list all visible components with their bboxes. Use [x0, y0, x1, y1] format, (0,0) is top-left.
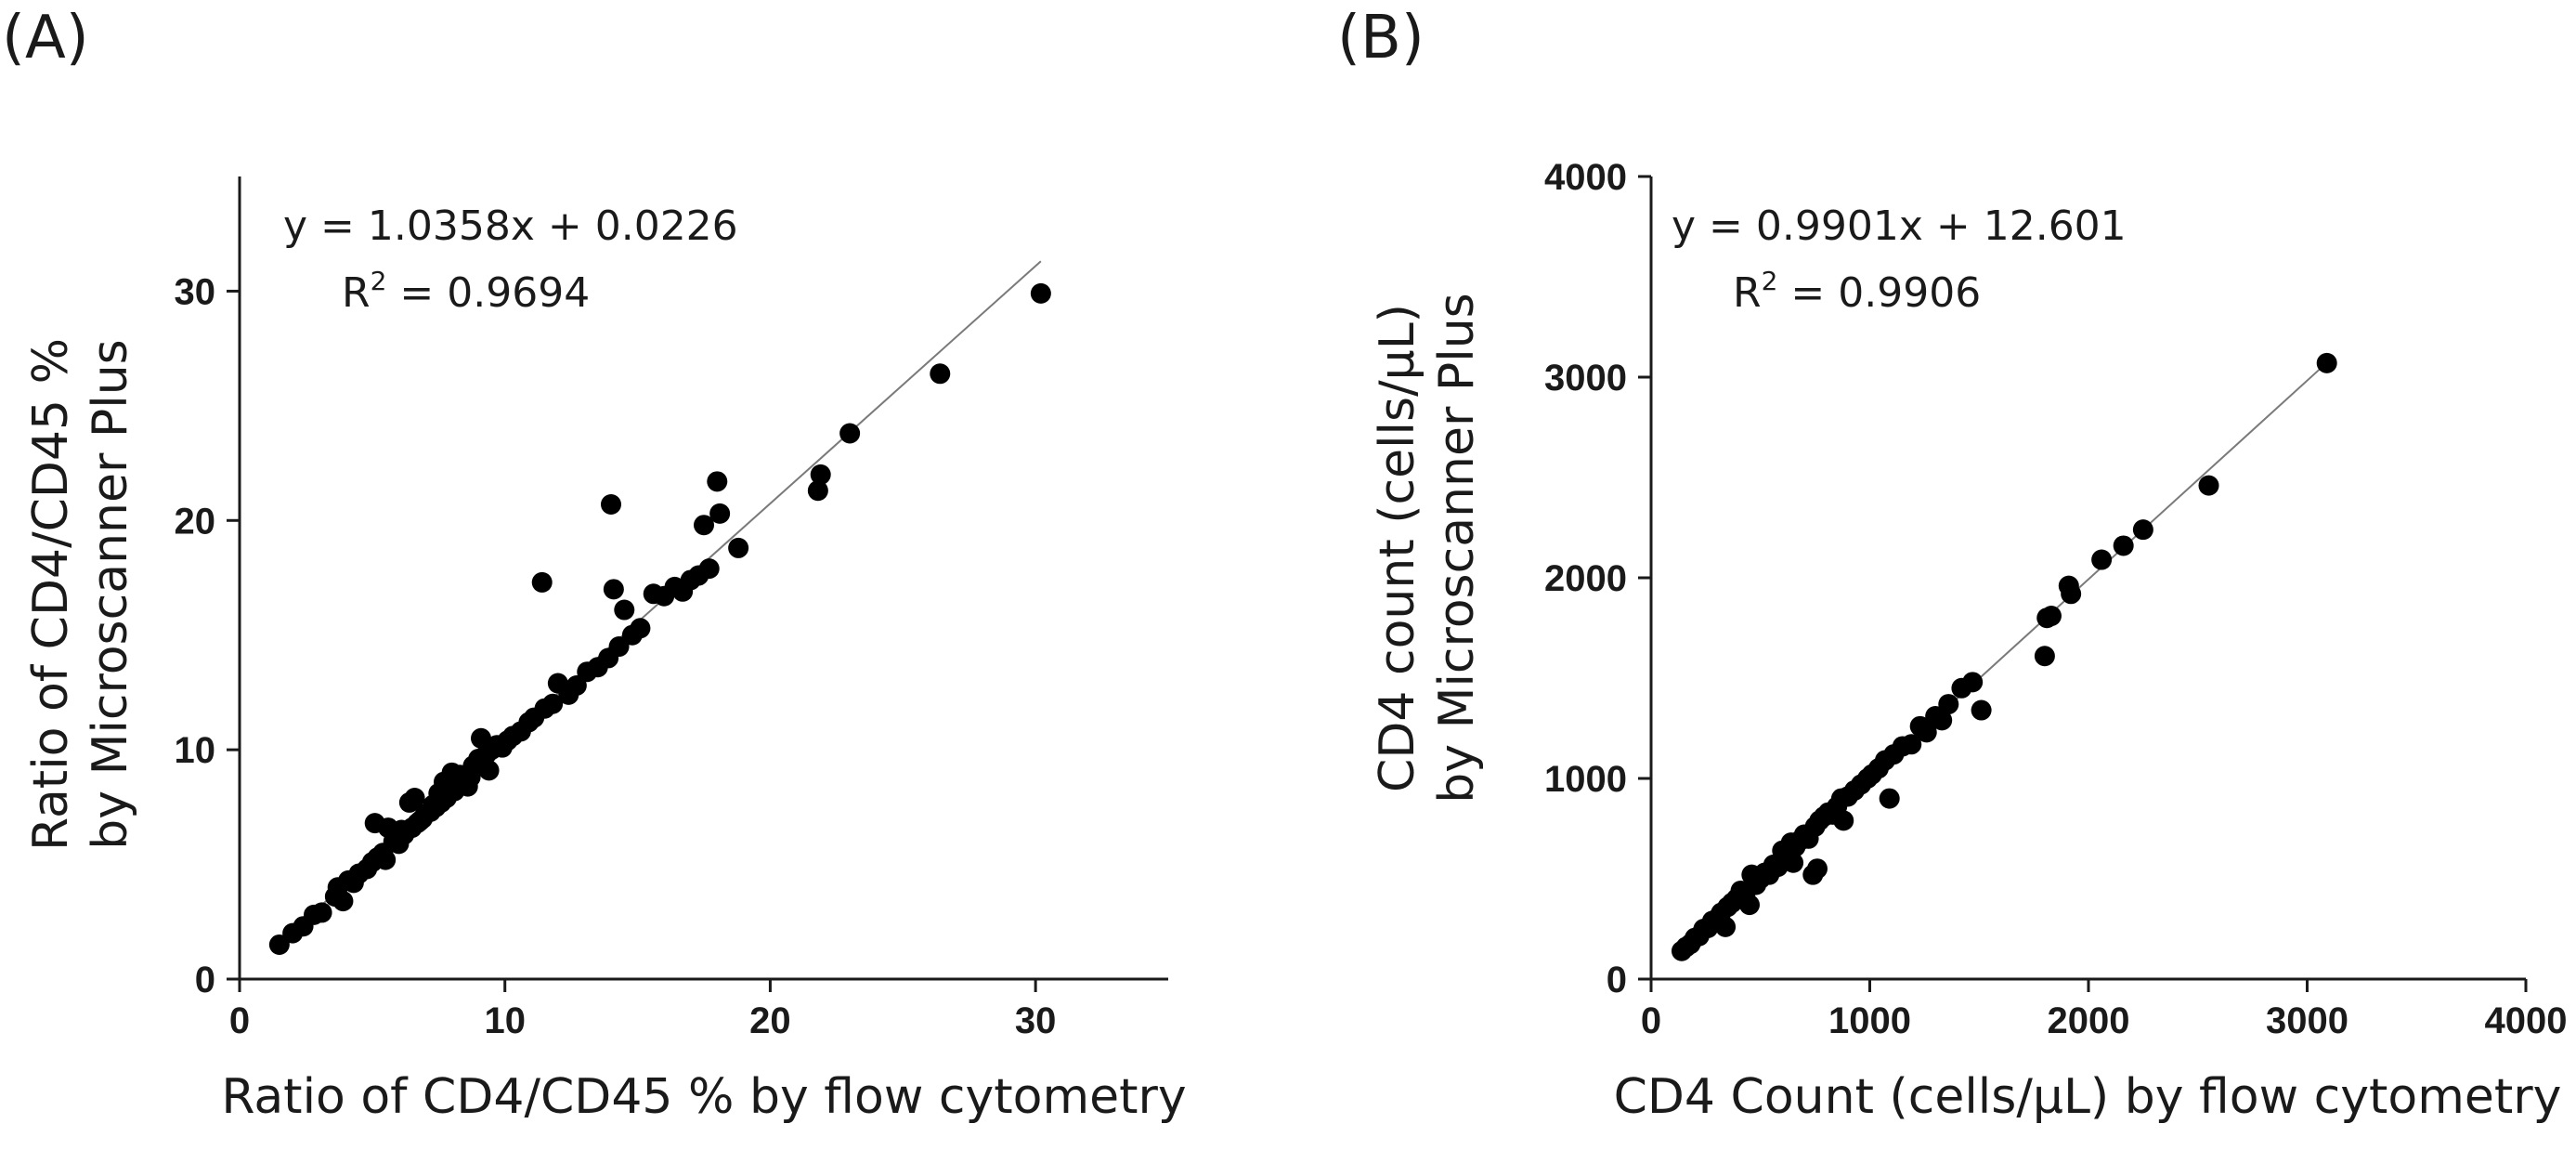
panel-a-r2: R2 = 0.9694: [342, 266, 590, 317]
panel-b-points: [1671, 352, 2337, 961]
panel-b-x-tick-label: 1000: [1828, 1000, 1911, 1041]
panel-b-data-point: [2113, 535, 2134, 556]
panel-b-data-point: [2040, 606, 2062, 627]
panel-a-ylabel-line1: Ratio of CD4/CD45 %: [23, 338, 79, 851]
panel-a-x-tick-label: 20: [749, 1000, 791, 1041]
panel-a-x-tick-label: 30: [1015, 1000, 1057, 1041]
panel-a-data-point: [694, 515, 714, 536]
panel-b-y-tick-label: 2000: [1544, 558, 1627, 599]
panel-b-r2: R2 = 0.9906: [1733, 266, 1981, 317]
panel-b-data-point: [2132, 519, 2153, 541]
panel-a-data-point: [566, 675, 587, 697]
panel-a-data-point: [709, 503, 731, 524]
panel-b-data-point: [1901, 734, 1922, 755]
panel-a-x-tick-label: 0: [229, 1000, 250, 1041]
panel-b-data-point: [1962, 672, 1984, 693]
panel-b-label: (B): [1337, 4, 1425, 72]
panel-a-data-point: [707, 471, 728, 492]
panel-b-data-point: [1715, 916, 1737, 937]
panel-b-y-tick-label: 4000: [1544, 157, 1627, 198]
panel-b-y-tick-label: 1000: [1544, 759, 1627, 800]
panel-b-data-point: [2034, 646, 2055, 667]
panel-a-r2-value: = 0.9694: [386, 269, 590, 317]
panel-a-data-point: [531, 571, 553, 593]
panel-a-data-point: [478, 760, 500, 781]
panel-b-x-tick-label: 3000: [2266, 1000, 2348, 1041]
panel-b-r2-prefix: R: [1733, 269, 1762, 317]
panel-b-ticks: [1638, 175, 2528, 992]
panel-b-r2-value: = 0.9906: [1777, 269, 1981, 317]
panel-b-data-point: [2198, 475, 2219, 496]
panel-b-data-point: [1738, 895, 1760, 916]
panel-a-x-tick-label: 10: [484, 1000, 526, 1041]
panel-a-data-point: [601, 494, 621, 516]
panel-a-data-point: [603, 579, 624, 600]
panel-a-label: (A): [2, 4, 89, 72]
panel-a-data-point: [930, 363, 951, 385]
panel-a-y-tick-label: 30: [175, 271, 216, 312]
panel-a-data-point: [268, 934, 290, 955]
panel-a-data-point: [608, 636, 630, 658]
panel-b-data-point: [2061, 583, 2082, 605]
panel-a-data-point: [375, 849, 397, 870]
panel-a-r2-prefix: R: [342, 269, 371, 317]
panel-a-points: [268, 282, 1051, 955]
panel-a-data-point: [332, 891, 354, 912]
panel-a-data-point: [1030, 282, 1051, 304]
panel-a-r2-sup: 2: [371, 266, 387, 296]
panel-a-data-point: [404, 787, 425, 808]
panel-b-data-point: [1971, 699, 1992, 721]
panel-a-y-tick-label: 0: [195, 960, 215, 1000]
panel-b-data-point: [2316, 352, 2337, 373]
panel-b-ylabel-line2: by Microscanner Plus: [1429, 293, 1485, 803]
panel-b-r2-sup: 2: [1762, 266, 1778, 296]
panel-a-data-point: [728, 537, 749, 558]
panel-a-y-tick-label: 10: [175, 730, 216, 771]
panel-b-data-point: [1938, 694, 1959, 715]
panel-b-data-point: [2091, 549, 2113, 570]
panel-a-ylabel-line2: by Microscanner Plus: [83, 339, 138, 849]
panel-a-xlabel: Ratio of CD4/CD45 % by flow cytometry: [221, 1069, 1186, 1125]
panel-b-data-point: [1879, 788, 1900, 809]
panel-b-xlabel: CD4 Count (cells/μL) by flow cytometry: [1614, 1069, 2562, 1125]
panel-a-data-point: [698, 558, 720, 580]
panel-a-ticks: [227, 289, 1037, 992]
panel-b-x-tick-label: 4000: [2485, 1000, 2568, 1041]
panel-a-data-point: [807, 480, 828, 502]
panel-b-data-point: [1916, 722, 1937, 743]
panel-b-y-tick-label: 3000: [1544, 358, 1627, 399]
panel-b-y-tick-label: 0: [1607, 960, 1627, 1000]
panel-a-data-point: [614, 599, 635, 621]
panel-b-ylabel-line1: CD4 count (cells/μL): [1370, 304, 1425, 792]
panel-b: (B) CD4 count (cells/μL) by Microscanner…: [1337, 4, 2567, 1125]
panel-a: (A) Ratio of CD4/CD45 % by Microscanner …: [2, 4, 1187, 1125]
panel-a-equation: y = 1.0358x + 0.0226: [283, 203, 738, 250]
panel-b-data-point: [1833, 810, 1854, 831]
panel-a-data-point: [810, 464, 831, 485]
panel-b-x-tick-label: 0: [1641, 1000, 1661, 1041]
panel-b-data-point: [1932, 710, 1953, 731]
panel-a-y-tick-label: 20: [175, 501, 216, 542]
panel-b-data-point: [1783, 852, 1804, 873]
panel-b-x-tick-label: 2000: [2048, 1000, 2130, 1041]
panel-b-data-point: [1806, 858, 1828, 880]
panel-a-data-point: [542, 693, 564, 714]
panel-b-equation: y = 0.9901x + 12.601: [1672, 203, 2127, 250]
panel-a-data-point: [311, 902, 332, 923]
panel-a-data-point: [630, 618, 651, 639]
panel-a-data-point: [839, 423, 861, 444]
